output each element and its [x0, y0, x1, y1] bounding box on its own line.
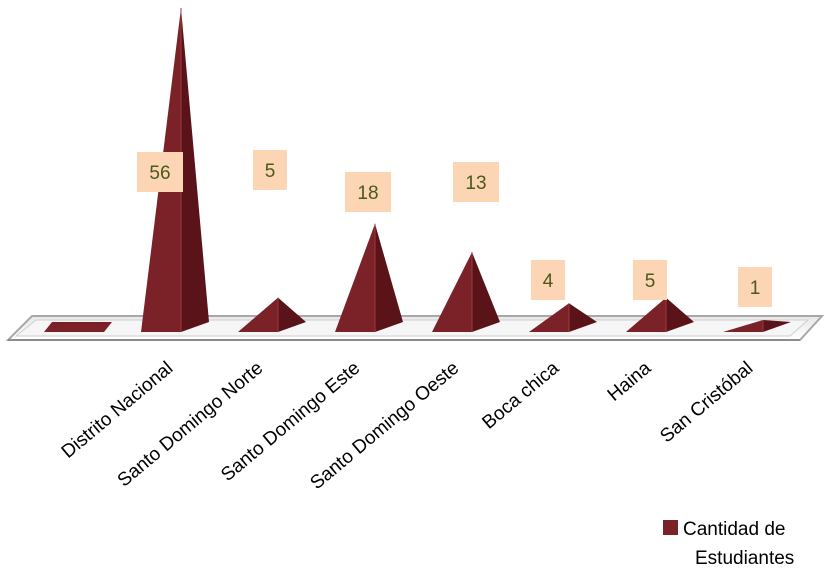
data-label-bg	[453, 162, 499, 202]
x-label-san-crist-bal: San Cristóbal	[656, 358, 757, 447]
data-label-text: 4	[543, 271, 554, 292]
data-label-text: 1	[750, 278, 761, 299]
legend-label-line2: Estudiantes	[695, 548, 794, 569]
floor-inner	[14, 319, 810, 337]
data-label-haina: 5	[633, 260, 667, 300]
bar-santo-domingo-norte	[238, 297, 306, 332]
bar-boca-chica-left-face	[529, 303, 569, 332]
bar-san-crist-bal	[723, 320, 791, 332]
bar-san-crist-bal-left-face	[723, 320, 763, 332]
data-label-text: 5	[265, 161, 276, 182]
chart-floor	[5, 315, 825, 341]
bar-haina-left-face	[626, 297, 666, 332]
legend-swatch	[663, 520, 678, 535]
bar-santo-domingo-norte-right-face	[278, 297, 306, 332]
data-label-bg	[738, 267, 772, 307]
data-label-text: 56	[149, 163, 170, 184]
data-label-distrito-nacional: 56	[137, 152, 183, 192]
legend: Cantidad de Estudiantes	[663, 519, 794, 569]
data-label-bg	[633, 260, 667, 300]
bar-santo-domingo-oeste	[432, 252, 500, 332]
data-label-san-crist-bal: 1	[738, 267, 772, 307]
bar-santo-domingo-este-left-face	[335, 223, 375, 332]
data-label-text: 18	[357, 183, 378, 204]
data-label-text: 13	[465, 173, 486, 194]
data-label-bg	[137, 152, 183, 192]
bar-empty	[44, 322, 112, 332]
bar-san-crist-bal-right-face	[763, 320, 791, 332]
data-label-bg	[253, 150, 287, 190]
bar-santo-domingo-este-right-face	[375, 223, 403, 332]
data-label-santo-domingo-oeste: 13	[453, 162, 499, 202]
bar-haina	[626, 297, 694, 332]
legend-label-line1: Cantidad de	[683, 519, 785, 540]
data-labels: 56 5 18 13 4 5 1	[137, 150, 772, 307]
bar-empty-face	[44, 322, 112, 332]
bar-boca-chica-right-face	[569, 303, 597, 332]
bar-santo-domingo-oeste-left-face	[432, 252, 472, 332]
bar-boca-chica	[529, 303, 597, 332]
bar-distrito-nacional-right-face	[181, 8, 209, 332]
data-label-santo-domingo-norte: 5	[253, 150, 287, 190]
x-label-haina: Haina	[604, 357, 656, 405]
data-label-bg	[531, 260, 565, 300]
data-label-text: 5	[645, 271, 656, 292]
data-label-boca-chica: 4	[531, 260, 565, 300]
x-label-boca-chica: Boca chica	[479, 357, 564, 433]
bar-haina-right-face	[666, 297, 694, 332]
data-label-bg	[345, 172, 391, 212]
bar-santo-domingo-norte-left-face	[238, 297, 278, 332]
bar-santo-domingo-este	[335, 223, 403, 332]
data-label-santo-domingo-este: 18	[345, 172, 391, 212]
bar-santo-domingo-oeste-right-face	[472, 252, 500, 332]
